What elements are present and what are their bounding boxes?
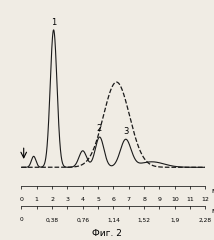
Text: 2: 2 bbox=[96, 124, 101, 133]
Text: мл: мл bbox=[212, 208, 214, 214]
Text: 3: 3 bbox=[124, 127, 129, 136]
Text: мин: мин bbox=[212, 188, 214, 194]
Text: Фиг. 2: Фиг. 2 bbox=[92, 228, 122, 238]
Text: 1: 1 bbox=[51, 18, 56, 27]
